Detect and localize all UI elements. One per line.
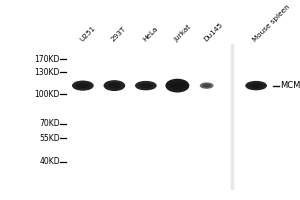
- Text: 170KD: 170KD: [34, 55, 60, 64]
- Ellipse shape: [166, 79, 189, 92]
- Text: 70KD: 70KD: [39, 119, 60, 128]
- Ellipse shape: [73, 81, 93, 90]
- Ellipse shape: [200, 83, 213, 88]
- Ellipse shape: [108, 83, 121, 88]
- Text: 55KD: 55KD: [39, 134, 60, 143]
- Ellipse shape: [250, 84, 262, 87]
- Ellipse shape: [203, 84, 210, 87]
- Ellipse shape: [246, 82, 266, 90]
- Text: 40KD: 40KD: [39, 157, 60, 166]
- Ellipse shape: [77, 84, 89, 88]
- Text: Du145: Du145: [202, 22, 224, 43]
- Text: HeLa: HeLa: [142, 26, 159, 43]
- Ellipse shape: [140, 84, 152, 87]
- Text: 293T: 293T: [110, 26, 127, 43]
- Text: U251: U251: [79, 25, 96, 43]
- Ellipse shape: [171, 83, 184, 88]
- Ellipse shape: [104, 81, 124, 90]
- Text: 130KD: 130KD: [34, 68, 60, 77]
- Ellipse shape: [136, 82, 156, 90]
- Text: Mouse spleen: Mouse spleen: [252, 4, 291, 43]
- Text: 100KD: 100KD: [34, 90, 60, 99]
- Text: Jurkat: Jurkat: [173, 24, 192, 43]
- Text: MCM6: MCM6: [280, 81, 300, 90]
